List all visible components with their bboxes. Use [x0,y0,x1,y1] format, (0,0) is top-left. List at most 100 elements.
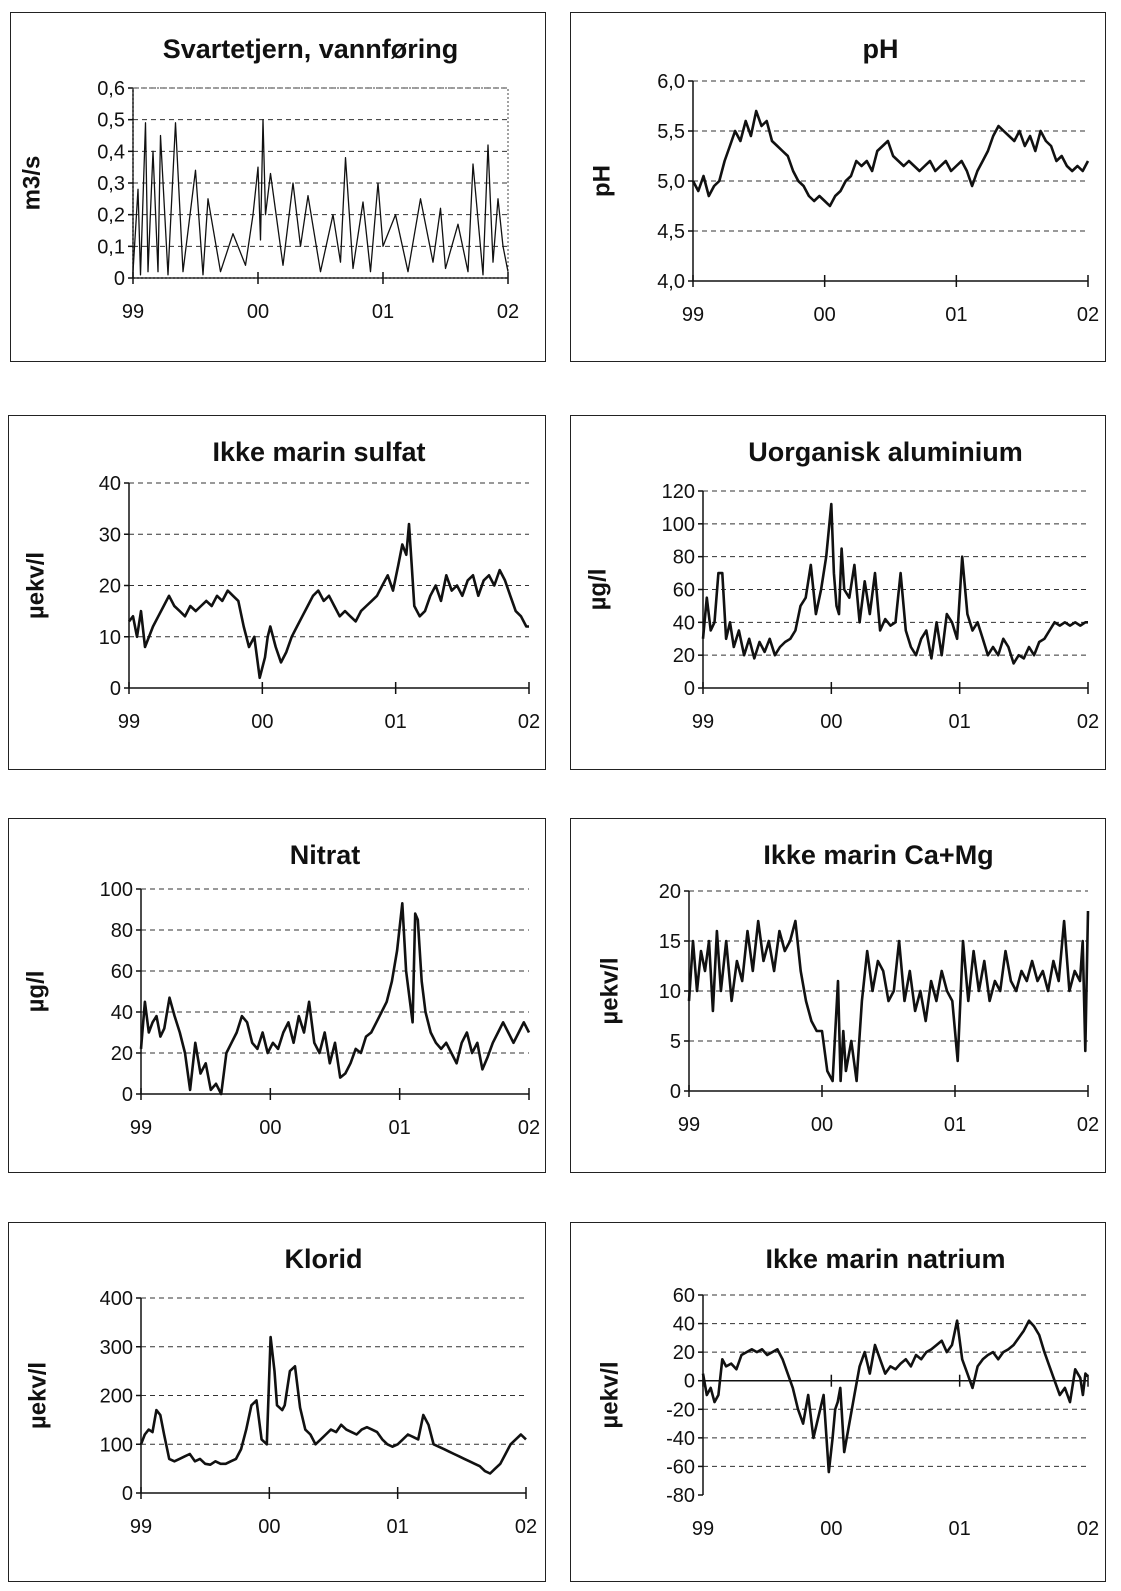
y-tick-label: 4,5 [657,221,685,243]
x-tick-label: 02 [515,1516,537,1538]
chart-panel-aluminium: Uorganisk aluminium µg/l 0 20 40 60 80 100 120 99… [570,415,1106,770]
x-tick-label: 02 [518,1117,540,1139]
series-line [132,119,509,276]
x-tick-label: 02 [518,711,540,733]
y-tick-label: 0 [122,1084,133,1106]
y-tick-label: 10 [659,981,681,1003]
x-tick-label: 01 [387,1516,409,1538]
y-tick-label: 0,5 [97,110,125,132]
y-tick-label: 0 [122,1483,133,1505]
y-axis-label: µekv/l [596,1361,623,1428]
series-line [691,109,1090,208]
y-tick-label: -80 [666,1485,695,1507]
y-tick-label: 15 [659,931,681,953]
y-tick-label: 10 [99,627,121,649]
x-tick-label: 02 [1077,1114,1099,1136]
chart-title: pH [863,34,899,64]
y-tick-label: 0,6 [97,78,125,100]
y-tick-label: 40 [673,1314,695,1336]
x-tick-label: 00 [251,711,273,733]
y-tick-label: 100 [100,1434,133,1456]
x-tick-label: 00 [820,1518,842,1540]
y-axis-label: m3/s [18,156,45,211]
chart-svg: Klorid µekv/l 0 100 200 300 400 99 00 01 02 [24,1244,537,1538]
chart-title: Svartetjern, vannføring [163,34,459,64]
y-tick-label: 60 [111,961,133,983]
y-tick-label: 5 [670,1031,681,1053]
y-tick-label: 400 [100,1288,133,1310]
y-tick-label: 60 [673,1285,695,1307]
y-tick-label: -60 [666,1456,695,1478]
chart-panel-sulfat: Ikke marin sulfat µekv/l 0 10 20 30 40 99 00 01 02 [8,415,546,770]
x-tick-label: 01 [385,711,407,733]
y-tick-label: 100 [662,514,695,536]
series-line [139,1335,527,1475]
x-tick-label: 01 [945,304,967,326]
chart-panel-vannforing: Svartetjern, vannføring m3/s 0 0,1 0,2 0,3 0,4… [10,12,546,362]
x-tick-label: 01 [389,1117,411,1139]
x-tick-label: 00 [247,301,269,323]
chart-svg: Nitrat µg/l 0 20 40 60 80 100 99 00 01 02 [22,840,540,1139]
x-tick-label: 01 [949,711,971,733]
y-tick-label: 20 [111,1043,133,1065]
chart-title: Ikke marin Ca+Mg [763,840,993,870]
y-axis-label: µg/l [22,971,49,1013]
x-tick-label: 99 [130,1516,152,1538]
chart-svg: Ikke marin Ca+Mg µekv/l 0 5 10 15 20 99 00 01 02 [596,840,1099,1136]
x-tick-label: 00 [259,1117,281,1139]
x-tick-label: 01 [949,1518,971,1540]
x-tick-label: 02 [1077,1518,1099,1540]
y-tick-label: 0 [110,678,121,700]
y-tick-label: 40 [99,473,121,495]
x-tick-label: 00 [814,304,836,326]
chart-svg: Ikke marin natriumµekv/l-80-60-40-200204… [596,1244,1099,1540]
y-tick-label: 5,0 [657,171,685,193]
x-tick-label: 00 [811,1114,833,1136]
y-tick-label: 20 [99,576,121,598]
chart-title: Klorid [285,1244,363,1274]
x-tick-label: 99 [122,301,144,323]
chart-title: Ikke marin natrium [765,1244,1005,1274]
chart-svg: pH pH 4,0 4,5 5,0 5,5 6,0 99 00 01 02 [588,34,1099,326]
x-tick-label: 99 [130,1117,152,1139]
y-tick-label: -20 [666,1399,695,1421]
chart-svg: Uorganisk aluminiumµg/l02040608010012099… [584,437,1099,733]
chart-panel-natrium: Ikke marin natrium µekv/l -80 -60 -40 -20 0 20 4… [570,1222,1106,1582]
plot-border [132,87,509,279]
chart-panel-ph: pH pH 4,0 4,5 5,0 5,5 6,0 99 00 01 02 [570,12,1106,362]
x-tick-label: 02 [497,301,519,323]
series-line [701,502,1088,665]
chart-title: Nitrat [290,840,361,870]
y-tick-label: 120 [662,481,695,503]
x-tick-label: 01 [944,1114,966,1136]
y-tick-label: -40 [666,1428,695,1450]
chart-panel-klorid: Klorid µekv/l 0 100 200 300 400 99 00 01 02 [8,1222,546,1582]
y-tick-label: 0,3 [97,173,125,195]
y-axis-label: µekv/l [22,552,49,619]
x-tick-label: 02 [1077,711,1099,733]
y-tick-label: 80 [673,547,695,569]
series-line [127,522,529,680]
y-tick-label: 60 [673,580,695,602]
y-tick-label: 80 [111,920,133,942]
x-tick-label: 99 [692,1518,714,1540]
y-axis-label: µg/l [584,569,611,611]
x-tick-label: 02 [1077,304,1099,326]
chart-panel-camg: Ikke marin Ca+Mg µekv/l 0 5 10 15 20 99 00 01 02 [570,818,1106,1173]
y-tick-label: 0,4 [97,141,125,163]
y-tick-label: 20 [673,645,695,667]
y-tick-label: 30 [99,524,121,546]
y-tick-label: 5,5 [657,121,685,143]
y-tick-label: 200 [100,1386,133,1408]
y-axis-label: pH [588,165,615,197]
y-tick-label: 4,0 [657,271,685,293]
x-tick-label: 99 [678,1114,700,1136]
chart-title: Ikke marin sulfat [212,437,425,467]
chart-panel-nitrat: Nitrat µg/l 0 20 40 60 80 100 99 00 01 02 [8,818,546,1173]
chart-svg: Ikke marin sulfat µekv/l 0 10 20 30 40 99 00 01 02 [22,437,540,733]
y-axis-label: µekv/l [596,957,623,1024]
y-tick-label: 0 [684,678,695,700]
chart-svg: Svartetjern, vannføring m3/s 0 0,1 0,2 0,3 0,4… [18,34,519,323]
x-tick-label: 99 [118,711,140,733]
x-tick-label: 00 [820,711,842,733]
